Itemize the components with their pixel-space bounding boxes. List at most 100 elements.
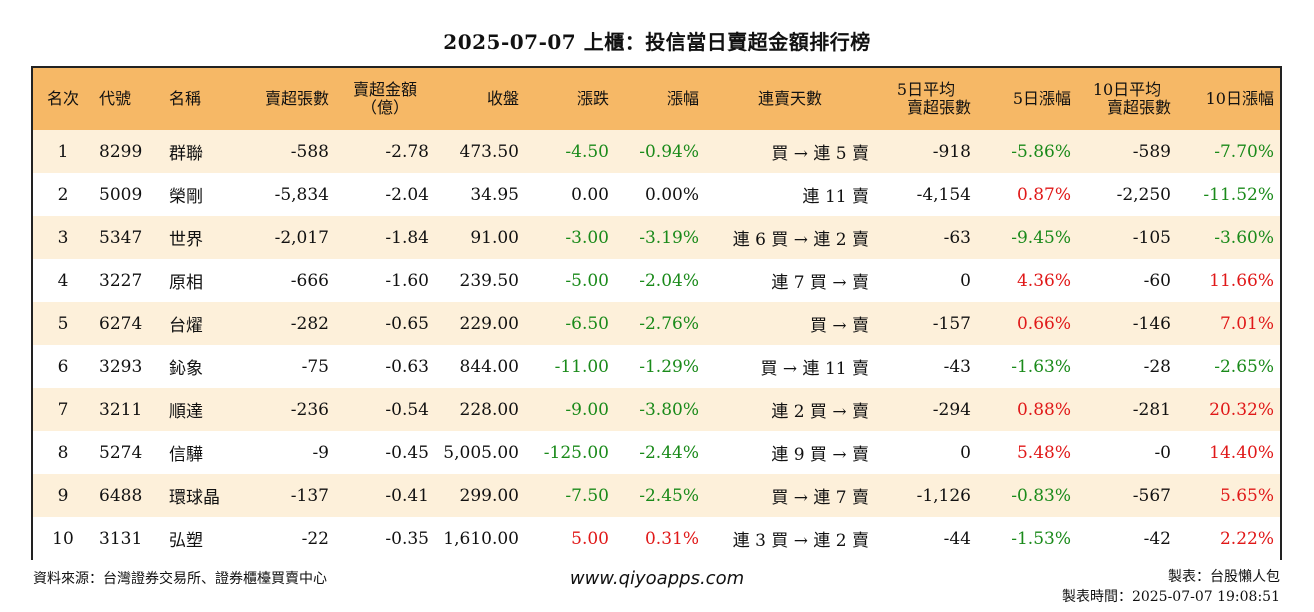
header-avg5: 5日平均 賣超張數 [875, 68, 977, 130]
cell-name: 群聯 [169, 144, 203, 164]
cell-rank: 6 [57, 356, 69, 377]
cell-name: 原相 [169, 273, 203, 293]
cell-name: 順達 [169, 402, 203, 422]
header-avg5-line2: 賣超張數 [906, 98, 971, 117]
cell-code: 6274 [99, 313, 143, 334]
cell-change: -125.00 [543, 442, 609, 463]
header-change: 漲跌 [576, 89, 609, 108]
cell-name: 台燿 [169, 316, 203, 336]
header-pct5: 5日漲幅 [1012, 89, 1071, 108]
cell-sell-shares: -75 [301, 356, 329, 377]
cell-change-pct: -3.19% [639, 227, 699, 248]
cell-sell-shares: -236 [290, 399, 329, 420]
header-sell-amount-line2: （億） [360, 98, 409, 117]
cell-change-pct: -2.44% [639, 442, 699, 463]
cell-code: 5009 [99, 184, 143, 205]
cell-avg5: -43 [943, 356, 971, 377]
cell-name: 環球晶 [169, 488, 220, 508]
cell-change: -5.00 [565, 270, 609, 291]
cell-avg5: -4,154 [916, 184, 971, 205]
cell-change: -6.50 [565, 313, 609, 334]
cell-change-pct: -2.76% [639, 313, 699, 334]
cell-pct5: 0.88% [1016, 399, 1071, 420]
cell-sell-shares: -2,017 [274, 227, 329, 248]
cell-pct5: -1.53% [1011, 528, 1071, 549]
cell-pct5: -1.63% [1011, 356, 1071, 377]
cell-change-pct: 0.31% [644, 528, 699, 549]
cell-rank: 10 [52, 528, 74, 549]
cell-streak: 買 → 連 11 賣 [760, 359, 870, 379]
cell-streak: 買 → 連 7 賣 [771, 488, 869, 508]
header-sell-amount-line1: 賣超金額 [352, 80, 417, 99]
website-link[interactable]: www.qiyoapps.com [569, 568, 745, 589]
cell-sell-amount: -0.54 [385, 399, 429, 420]
cell-sell-amount: -2.78 [385, 141, 429, 162]
cell-pct10: -7.70% [1214, 141, 1274, 162]
cell-avg10: -146 [1132, 313, 1171, 334]
cell-streak: 連 7 買 → 賣 [771, 273, 869, 293]
cell-rank: 3 [57, 227, 69, 248]
page-title: 2025-07-07 上櫃：投信當日賣超金額排行榜 [443, 30, 871, 54]
cell-close: 239.50 [459, 270, 519, 291]
table-row: 10 3131 弘塑 -22 -0.35 1,610.00 5.00 0.31% 連 3 買 →… [33, 517, 1280, 560]
header-name: 名稱 [169, 89, 202, 108]
cell-pct10: 11.66% [1209, 270, 1274, 291]
cell-pct10: -3.60% [1214, 227, 1274, 248]
header-code: 代號 [99, 89, 132, 108]
header-sell-shares: 賣超張數 [264, 89, 329, 108]
table-row: 2 5009 榮剛 -5,834 -2.04 34.95 0.00 0.00% 連 11 賣 -4… [33, 173, 1280, 216]
cell-pct5: -5.86% [1011, 141, 1071, 162]
data-source: 資料來源：台灣證券交易所、證券櫃檯買賣中心 [33, 571, 327, 587]
cell-code: 3227 [99, 270, 143, 291]
cell-rank: 5 [57, 313, 69, 334]
cell-close: 1,610.00 [443, 528, 519, 549]
cell-name: 鈊象 [169, 359, 203, 379]
ranking-table: 名次 代號 名稱 賣超張數 賣超金額 （億） 收盤 漲跌 漲幅 連賣天數 5日平… [31, 66, 1282, 560]
cell-change-pct: -0.94% [639, 141, 699, 162]
cell-name: 榮剛 [169, 187, 203, 207]
cell-sell-shares: -666 [290, 270, 329, 291]
cell-change: -11.00 [554, 356, 609, 377]
header-change-pct: 漲幅 [666, 89, 699, 108]
cell-close: 473.50 [459, 141, 519, 162]
cell-sell-amount: -0.41 [385, 485, 429, 506]
cell-name: 信驊 [169, 445, 203, 465]
cell-pct5: -9.45% [1011, 227, 1071, 248]
cell-avg5: -44 [943, 528, 971, 549]
cell-change: -3.00 [565, 227, 609, 248]
cell-avg10: -42 [1143, 528, 1171, 549]
cell-close: 229.00 [459, 313, 519, 334]
cell-pct5: 4.36% [1016, 270, 1071, 291]
cell-sell-amount: -2.04 [385, 184, 429, 205]
cell-avg10: -105 [1132, 227, 1171, 248]
cell-pct5: 0.66% [1016, 313, 1071, 334]
cell-change-pct: -2.04% [639, 270, 699, 291]
cell-streak: 連 2 買 → 賣 [771, 402, 869, 422]
cell-name: 弘塑 [169, 531, 203, 551]
table-row: 1 8299 群聯 -588 -2.78 473.50 -4.50 -0.94% 買 → 連 5… [33, 130, 1280, 173]
cell-sell-amount: -0.65 [385, 313, 429, 334]
cell-avg5: -294 [932, 399, 971, 420]
cell-avg5: 0 [960, 442, 971, 463]
cell-avg5: -918 [932, 141, 971, 162]
header-rank: 名次 [46, 89, 79, 108]
cell-streak: 連 3 買 → 連 2 賣 [732, 531, 869, 551]
table-row: 6 3293 鈊象 -75 -0.63 844.00 -11.00 -1.29% 買 → 連 1… [33, 345, 1280, 388]
cell-sell-shares: -282 [290, 313, 329, 334]
cell-close: 5,005.00 [443, 442, 519, 463]
cell-avg5: -63 [943, 227, 971, 248]
cell-close: 228.00 [459, 399, 519, 420]
header-avg10-line2: 賣超張數 [1106, 98, 1171, 117]
cell-code: 3211 [99, 399, 143, 420]
cell-pct10: 20.32% [1209, 399, 1274, 420]
cell-code: 3293 [99, 356, 143, 377]
cell-avg5: -157 [932, 313, 971, 334]
cell-pct10: 14.40% [1209, 442, 1274, 463]
table-row: 9 6488 環球晶 -137 -0.41 299.00 -7.50 -2.45% 買 → 連 … [33, 474, 1280, 517]
header-avg10-line1: 10日平均 [1092, 80, 1162, 99]
cell-sell-amount: -0.35 [385, 528, 429, 549]
cell-rank: 9 [57, 485, 69, 506]
cell-sell-shares: -9 [312, 442, 329, 463]
header-avg10: 10日平均 賣超張數 [1077, 68, 1177, 130]
cell-sell-amount: -0.63 [385, 356, 429, 377]
